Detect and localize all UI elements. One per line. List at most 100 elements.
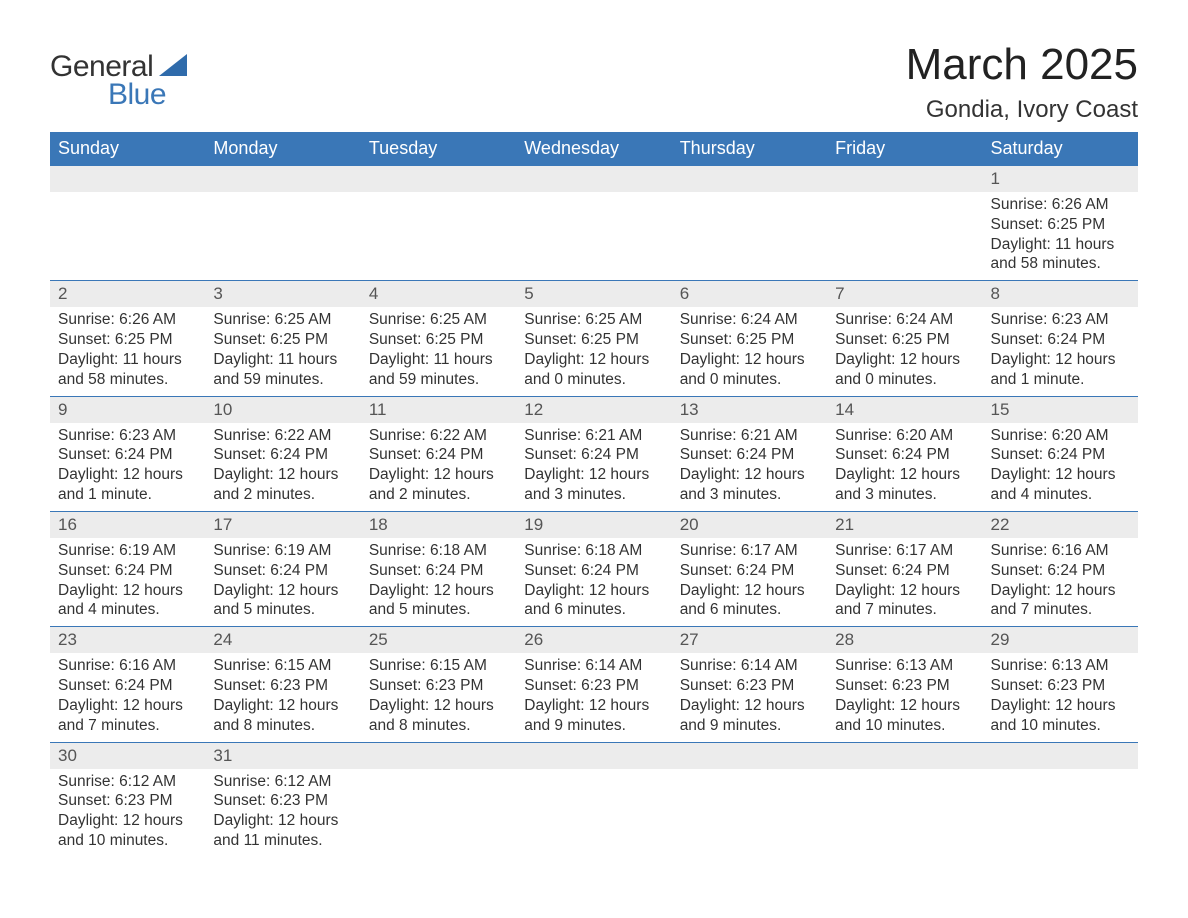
calendar-day-cell: 14Sunrise: 6:20 AMSunset: 6:24 PMDayligh… <box>827 396 982 511</box>
calendar-day-cell: 17Sunrise: 6:19 AMSunset: 6:24 PMDayligh… <box>205 511 360 626</box>
day-details: Sunrise: 6:16 AMSunset: 6:24 PMDaylight:… <box>50 653 205 741</box>
day-number <box>205 166 360 192</box>
day-number: 22 <box>983 512 1138 538</box>
daylight-line: Daylight: 12 hours and 5 minutes. <box>369 581 508 621</box>
sunrise-line: Sunrise: 6:16 AM <box>58 656 197 676</box>
calendar-day-cell <box>672 166 827 281</box>
calendar-day-cell: 16Sunrise: 6:19 AMSunset: 6:24 PMDayligh… <box>50 511 205 626</box>
calendar-day-cell: 28Sunrise: 6:13 AMSunset: 6:23 PMDayligh… <box>827 627 982 742</box>
daylight-line: Daylight: 12 hours and 10 minutes. <box>58 811 197 851</box>
calendar-day-cell <box>361 742 516 857</box>
day-number: 10 <box>205 397 360 423</box>
day-number: 7 <box>827 281 982 307</box>
daylight-line: Daylight: 12 hours and 2 minutes. <box>213 465 352 505</box>
day-number: 1 <box>983 166 1138 192</box>
sunrise-line: Sunrise: 6:17 AM <box>835 541 974 561</box>
daylight-line: Daylight: 12 hours and 6 minutes. <box>680 581 819 621</box>
day-of-week-header-row: SundayMondayTuesdayWednesdayThursdayFrid… <box>50 132 1138 166</box>
day-details: Sunrise: 6:20 AMSunset: 6:24 PMDaylight:… <box>983 423 1138 511</box>
sunrise-line: Sunrise: 6:25 AM <box>524 310 663 330</box>
day-details <box>827 192 982 201</box>
day-number: 23 <box>50 627 205 653</box>
day-details: Sunrise: 6:23 AMSunset: 6:24 PMDaylight:… <box>50 423 205 511</box>
daylight-line: Daylight: 11 hours and 59 minutes. <box>369 350 508 390</box>
sunrise-line: Sunrise: 6:26 AM <box>991 195 1130 215</box>
brand-logo: General Blue <box>50 50 187 112</box>
calendar-day-cell: 1Sunrise: 6:26 AMSunset: 6:25 PMDaylight… <box>983 166 1138 281</box>
day-details <box>983 769 1138 778</box>
day-number: 15 <box>983 397 1138 423</box>
day-details: Sunrise: 6:22 AMSunset: 6:24 PMDaylight:… <box>361 423 516 511</box>
day-number: 20 <box>672 512 827 538</box>
daylight-line: Daylight: 12 hours and 10 minutes. <box>835 696 974 736</box>
day-details <box>50 192 205 201</box>
day-details: Sunrise: 6:25 AMSunset: 6:25 PMDaylight:… <box>361 307 516 395</box>
sunset-line: Sunset: 6:24 PM <box>991 445 1130 465</box>
day-details: Sunrise: 6:17 AMSunset: 6:24 PMDaylight:… <box>827 538 982 626</box>
daylight-line: Daylight: 11 hours and 59 minutes. <box>213 350 352 390</box>
sunrise-line: Sunrise: 6:25 AM <box>369 310 508 330</box>
day-details: Sunrise: 6:13 AMSunset: 6:23 PMDaylight:… <box>827 653 982 741</box>
day-number: 30 <box>50 743 205 769</box>
day-details <box>361 192 516 201</box>
calendar-day-cell: 29Sunrise: 6:13 AMSunset: 6:23 PMDayligh… <box>983 627 1138 742</box>
daylight-line: Daylight: 12 hours and 9 minutes. <box>680 696 819 736</box>
calendar-day-cell: 18Sunrise: 6:18 AMSunset: 6:24 PMDayligh… <box>361 511 516 626</box>
daylight-line: Daylight: 12 hours and 10 minutes. <box>991 696 1130 736</box>
day-header: Tuesday <box>361 132 516 166</box>
day-details: Sunrise: 6:21 AMSunset: 6:24 PMDaylight:… <box>516 423 671 511</box>
day-header: Thursday <box>672 132 827 166</box>
sunset-line: Sunset: 6:24 PM <box>835 445 974 465</box>
day-details: Sunrise: 6:24 AMSunset: 6:25 PMDaylight:… <box>672 307 827 395</box>
day-details: Sunrise: 6:16 AMSunset: 6:24 PMDaylight:… <box>983 538 1138 626</box>
sunrise-line: Sunrise: 6:24 AM <box>835 310 974 330</box>
calendar-day-cell: 26Sunrise: 6:14 AMSunset: 6:23 PMDayligh… <box>516 627 671 742</box>
calendar-day-cell: 27Sunrise: 6:14 AMSunset: 6:23 PMDayligh… <box>672 627 827 742</box>
month-title: March 2025 <box>906 40 1138 90</box>
sunset-line: Sunset: 6:24 PM <box>213 561 352 581</box>
day-details <box>361 769 516 778</box>
calendar-day-cell: 15Sunrise: 6:20 AMSunset: 6:24 PMDayligh… <box>983 396 1138 511</box>
day-details: Sunrise: 6:26 AMSunset: 6:25 PMDaylight:… <box>983 192 1138 280</box>
day-details: Sunrise: 6:17 AMSunset: 6:24 PMDaylight:… <box>672 538 827 626</box>
day-details <box>672 769 827 778</box>
calendar-day-cell <box>827 166 982 281</box>
sunrise-line: Sunrise: 6:19 AM <box>213 541 352 561</box>
daylight-line: Daylight: 11 hours and 58 minutes. <box>991 235 1130 275</box>
daylight-line: Daylight: 12 hours and 3 minutes. <box>835 465 974 505</box>
calendar-day-cell: 20Sunrise: 6:17 AMSunset: 6:24 PMDayligh… <box>672 511 827 626</box>
sunset-line: Sunset: 6:24 PM <box>58 445 197 465</box>
location-subtitle: Gondia, Ivory Coast <box>906 96 1138 124</box>
calendar-week-row: 2Sunrise: 6:26 AMSunset: 6:25 PMDaylight… <box>50 281 1138 396</box>
day-details <box>827 769 982 778</box>
day-details: Sunrise: 6:18 AMSunset: 6:24 PMDaylight:… <box>516 538 671 626</box>
day-number: 13 <box>672 397 827 423</box>
sunrise-line: Sunrise: 6:21 AM <box>680 426 819 446</box>
sunset-line: Sunset: 6:23 PM <box>991 676 1130 696</box>
sunset-line: Sunset: 6:23 PM <box>213 791 352 811</box>
day-number <box>361 166 516 192</box>
sunset-line: Sunset: 6:25 PM <box>369 330 508 350</box>
day-number: 16 <box>50 512 205 538</box>
day-number <box>516 743 671 769</box>
calendar-day-cell: 9Sunrise: 6:23 AMSunset: 6:24 PMDaylight… <box>50 396 205 511</box>
sunrise-line: Sunrise: 6:19 AM <box>58 541 197 561</box>
daylight-line: Daylight: 12 hours and 7 minutes. <box>991 581 1130 621</box>
day-number: 8 <box>983 281 1138 307</box>
daylight-line: Daylight: 12 hours and 1 minute. <box>58 465 197 505</box>
day-number: 5 <box>516 281 671 307</box>
day-details: Sunrise: 6:21 AMSunset: 6:24 PMDaylight:… <box>672 423 827 511</box>
day-details: Sunrise: 6:26 AMSunset: 6:25 PMDaylight:… <box>50 307 205 395</box>
day-header: Friday <box>827 132 982 166</box>
daylight-line: Daylight: 12 hours and 8 minutes. <box>369 696 508 736</box>
sunrise-line: Sunrise: 6:14 AM <box>524 656 663 676</box>
sunrise-line: Sunrise: 6:25 AM <box>213 310 352 330</box>
sunset-line: Sunset: 6:24 PM <box>524 445 663 465</box>
day-header: Wednesday <box>516 132 671 166</box>
day-number: 14 <box>827 397 982 423</box>
sunset-line: Sunset: 6:24 PM <box>369 561 508 581</box>
sunset-line: Sunset: 6:25 PM <box>680 330 819 350</box>
sunrise-line: Sunrise: 6:18 AM <box>524 541 663 561</box>
sunrise-line: Sunrise: 6:21 AM <box>524 426 663 446</box>
day-number: 31 <box>205 743 360 769</box>
